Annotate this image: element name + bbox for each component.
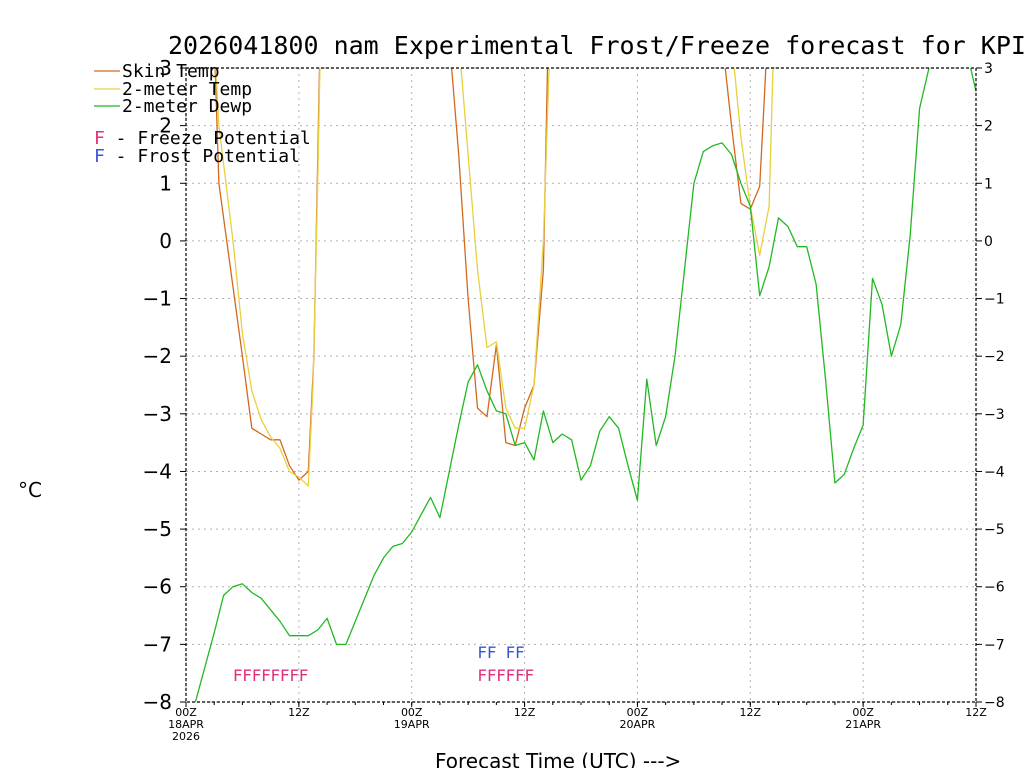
legend-skin-temp-label: Skin Temp bbox=[122, 61, 220, 82]
x-tick-label: 12Z bbox=[514, 706, 536, 719]
freeze-mark: F bbox=[271, 666, 281, 685]
y-tick-label-left: −2 bbox=[143, 344, 172, 368]
x-tick-label: 12Z bbox=[740, 706, 762, 719]
frost-potential-text: - Frost Potential bbox=[105, 146, 300, 167]
freeze-mark: F bbox=[506, 666, 516, 685]
y-tick-label-right: 0 bbox=[984, 234, 993, 250]
frost-potential-legend: F - Frost Potential bbox=[94, 146, 300, 167]
freeze-mark: F bbox=[477, 666, 487, 685]
x-tick-label: 19APR bbox=[394, 718, 430, 731]
freeze-mark: F bbox=[252, 666, 262, 685]
y-tick-label-left: −1 bbox=[143, 287, 172, 311]
x-tick-label: 00Z bbox=[401, 706, 423, 719]
y-tick-label-right: 2 bbox=[984, 119, 993, 135]
freeze-mark: F bbox=[487, 666, 497, 685]
freeze-potential-text: - Freeze Potential bbox=[105, 128, 311, 149]
y-tick-label-right: −3 bbox=[984, 407, 1005, 423]
freeze-potential-legend: F - Freeze Potential bbox=[94, 128, 311, 149]
x-tick-label: 21APR bbox=[845, 718, 881, 731]
freeze-potential-letter: F bbox=[94, 128, 105, 149]
freeze-mark: F bbox=[496, 666, 506, 685]
y-tick-label-left: −7 bbox=[143, 632, 172, 656]
y-tick-label-left: 0 bbox=[159, 229, 172, 253]
legend: Skin Temp 2-meter Temp 2-meter Dewp F - … bbox=[94, 61, 311, 167]
freeze-mark: F bbox=[280, 666, 290, 685]
legend-2m-dewp-label: 2-meter Dewp bbox=[122, 96, 252, 117]
y-tick-label-left: −3 bbox=[143, 402, 172, 426]
y-tick-label-right: −1 bbox=[984, 292, 1005, 308]
plot-frame bbox=[185, 67, 977, 703]
y-tick-label-right: −6 bbox=[984, 580, 1005, 596]
y-tick-label-left: −4 bbox=[143, 459, 172, 483]
x-tick-label: 12Z bbox=[965, 706, 987, 719]
y-tick-label-left: −5 bbox=[143, 517, 172, 541]
y-tick-label-right: 3 bbox=[984, 61, 993, 77]
freeze-mark: F bbox=[233, 666, 243, 685]
freeze-mark: F bbox=[289, 666, 299, 685]
frost-mark: F bbox=[506, 643, 516, 662]
frost-mark: F bbox=[515, 643, 525, 662]
freeze-mark: F bbox=[242, 666, 252, 685]
x-axis-label: Forecast Time (UTC) ---> bbox=[435, 749, 681, 768]
series-line-2-meter-dewp bbox=[194, 68, 976, 702]
y-tick-label-right: −7 bbox=[984, 637, 1005, 653]
y-tick-label-left: 2 bbox=[159, 114, 172, 138]
freeze-mark: F bbox=[299, 666, 309, 685]
potential-marks: F F F F F F F F F F F F F FF F F F bbox=[233, 643, 534, 685]
frost-mark: F bbox=[487, 643, 497, 662]
freeze-mark: F bbox=[515, 666, 525, 685]
y-tick-label-right: −5 bbox=[984, 522, 1005, 538]
y-tick-label-left: 3 bbox=[159, 56, 172, 80]
y-tick-label-right: −2 bbox=[984, 349, 1005, 365]
y-tick-label-left: −8 bbox=[143, 690, 172, 714]
x-tick-label: 2026 bbox=[172, 730, 200, 743]
series-line-2-meter-temp bbox=[215, 68, 774, 487]
legend-2m-temp-label: 2-meter Temp bbox=[122, 79, 252, 100]
frost-mark: F bbox=[477, 643, 487, 662]
y-tick-label-right: −8 bbox=[984, 695, 1005, 711]
series-group bbox=[194, 68, 976, 702]
series-line-skin-temp bbox=[214, 68, 767, 481]
y-tick-label-left: −6 bbox=[143, 575, 172, 599]
y-axis-label: °C bbox=[18, 478, 42, 502]
chart-title: 2026041800 nam Experimental Frost/Freeze… bbox=[168, 31, 1024, 60]
y-tick-label-right: −4 bbox=[984, 464, 1005, 480]
x-tick-label: 20APR bbox=[620, 718, 656, 731]
frost-potential-letter: F bbox=[94, 146, 105, 167]
y-tick-label-right: 1 bbox=[984, 176, 993, 192]
x-tick-label: 12Z bbox=[288, 706, 310, 719]
x-tick-label: 00Z bbox=[852, 706, 874, 719]
freeze-mark: F bbox=[261, 666, 271, 685]
freeze-mark: F bbox=[524, 666, 534, 685]
y-tick-label-left: 1 bbox=[159, 171, 172, 195]
x-tick-label: 00Z bbox=[175, 706, 197, 719]
axes: −8 −8 −7 −7 −6 −6 −5 −5 −4 −4 −3 −3 −2 −2 −1 −1 0 0 1 1 2 2 3 3… bbox=[143, 56, 1005, 743]
grid bbox=[185, 67, 977, 703]
x-tick-label: 00Z bbox=[627, 706, 649, 719]
x-tick-label: 18APR bbox=[168, 718, 204, 731]
